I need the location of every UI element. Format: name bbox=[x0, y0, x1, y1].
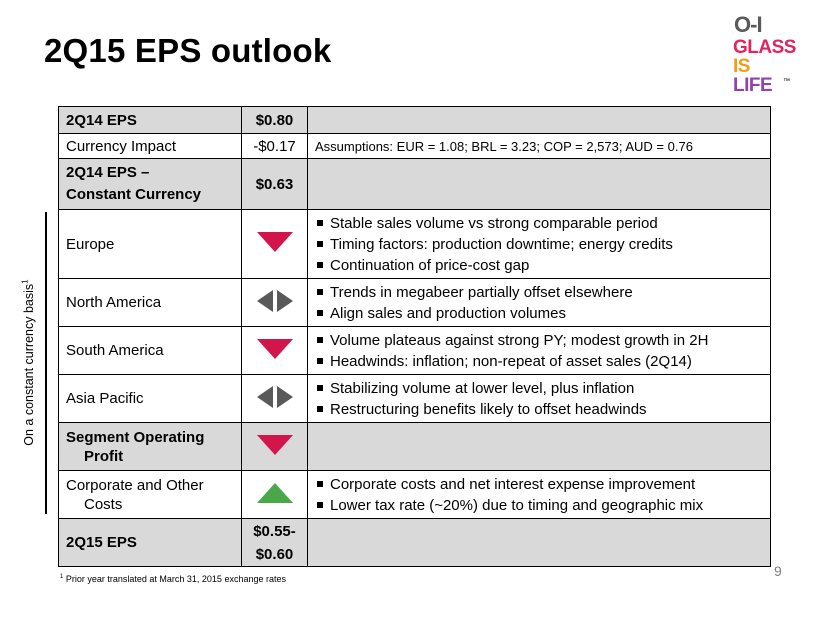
down-arrow-icon bbox=[256, 232, 293, 252]
page-number: 9 bbox=[774, 563, 782, 579]
row-detail bbox=[307, 106, 771, 134]
side-label: On a constant currency basis1 bbox=[16, 212, 40, 514]
bullet-item: Trends in megabeer partially offset else… bbox=[315, 282, 770, 303]
row-label: Europe bbox=[58, 209, 242, 279]
row-detail bbox=[307, 422, 771, 471]
row-detail: Stable sales volume vs strong comparable… bbox=[307, 209, 771, 279]
row-label-line2: Profit bbox=[84, 447, 124, 465]
row-indicator bbox=[241, 470, 308, 519]
row-label: 2Q15 EPS bbox=[58, 518, 242, 567]
eps-table: 2Q14 EPS $0.80 Currency Impact -$0.17 As… bbox=[58, 106, 771, 567]
row-label: Asia Pacific bbox=[58, 374, 242, 423]
row-label-line2: Constant Currency bbox=[66, 186, 202, 203]
table-row: Corporate and Other Costs Corporate cost… bbox=[58, 470, 771, 519]
row-indicator bbox=[241, 326, 308, 375]
row-label-line1: Segment Operating bbox=[66, 428, 205, 446]
table-row: Asia Pacific Stabilizing volume at lower… bbox=[58, 374, 771, 423]
bullet-item: Stable sales volume vs strong comparable… bbox=[315, 213, 770, 234]
side-label-sup: 1 bbox=[20, 279, 30, 285]
down-arrow-icon bbox=[256, 338, 293, 359]
table-row: Europe Stable sales volume vs strong com… bbox=[58, 209, 771, 279]
row-indicator bbox=[241, 374, 308, 423]
row-value: $0.55- $0.60 bbox=[241, 518, 308, 567]
row-label-line2: Costs bbox=[84, 495, 123, 513]
row-indicator bbox=[241, 278, 308, 327]
row-label: 2Q14 EPS bbox=[58, 106, 242, 134]
bullet-item: Volume plateaus against strong PY; modes… bbox=[315, 330, 770, 351]
right-arrow-icon bbox=[276, 289, 293, 312]
footnote-sup: 1 bbox=[60, 574, 64, 580]
row-detail: Corporate costs and net interest expense… bbox=[307, 470, 771, 519]
row-detail bbox=[307, 158, 771, 210]
side-bracket-line bbox=[45, 212, 47, 514]
company-logo: O-I GLASS IS LIFE ™ bbox=[733, 12, 796, 102]
row-value: -$0.17 bbox=[241, 133, 308, 159]
row-detail: Trends in megabeer partially offset else… bbox=[307, 278, 771, 327]
bullet-item: Stabilizing volume at lower level, plus … bbox=[315, 378, 770, 399]
footnote-text: Prior year translated at March 31, 2015 … bbox=[65, 574, 286, 584]
table-row: 2Q14 EPS $0.80 bbox=[58, 106, 771, 134]
bullet-item: Align sales and production volumes bbox=[315, 303, 770, 324]
bullet-item: Lower tax rate (~20%) due to timing and … bbox=[315, 495, 770, 516]
row-detail: Assumptions: EUR = 1.08; BRL = 3.23; COP… bbox=[307, 133, 771, 159]
left-arrow-icon bbox=[256, 289, 273, 312]
row-detail bbox=[307, 518, 771, 567]
logo-line-is: IS bbox=[733, 56, 750, 77]
row-value-line1: $0.55- bbox=[253, 522, 296, 540]
row-label: Currency Impact bbox=[58, 133, 242, 159]
logo-line-life: LIFE bbox=[733, 75, 773, 96]
bullet-item: Restructuring benefits likely to offset … bbox=[315, 399, 770, 420]
table-row: Segment Operating Profit bbox=[58, 422, 771, 471]
logo-tm: ™ bbox=[783, 78, 790, 85]
row-detail: Stabilizing volume at lower level, plus … bbox=[307, 374, 771, 423]
right-arrow-icon bbox=[276, 385, 293, 408]
table-row: 2Q14 EPS – Constant Currency $0.63 bbox=[58, 158, 771, 210]
row-label: North America bbox=[58, 278, 242, 327]
row-label: 2Q14 EPS – Constant Currency bbox=[58, 158, 242, 210]
left-arrow-icon bbox=[256, 385, 273, 408]
row-label-line1: Corporate and Other bbox=[66, 476, 204, 494]
bullet-item: Timing factors: production downtime; ene… bbox=[315, 234, 770, 255]
row-indicator bbox=[241, 422, 308, 471]
assumptions-text: Assumptions: EUR = 1.08; BRL = 3.23; COP… bbox=[315, 138, 693, 154]
row-label: Segment Operating Profit bbox=[58, 422, 242, 471]
row-label: Corporate and Other Costs bbox=[58, 470, 242, 519]
row-value-line2: $0.60 bbox=[255, 545, 294, 563]
down-arrow-icon bbox=[256, 434, 293, 455]
side-label-text: On a constant currency basis bbox=[21, 284, 36, 447]
row-detail: Volume plateaus against strong PY; modes… bbox=[307, 326, 771, 375]
footnote: 1 Prior year translated at March 31, 201… bbox=[60, 574, 286, 584]
bullet-item: Corporate costs and net interest expense… bbox=[315, 474, 770, 495]
logo-mark: O-I bbox=[734, 12, 763, 37]
row-value: $0.63 bbox=[241, 158, 308, 210]
bullet-item: Headwinds: inflation; non-repeat of asse… bbox=[315, 351, 770, 372]
table-row: Currency Impact -$0.17 Assumptions: EUR … bbox=[58, 133, 771, 159]
row-label: South America bbox=[58, 326, 242, 375]
row-value: $0.80 bbox=[241, 106, 308, 134]
table-row: 2Q15 EPS $0.55- $0.60 bbox=[58, 518, 771, 567]
logo-line-glass: GLASS bbox=[733, 37, 796, 58]
row-indicator bbox=[241, 209, 308, 279]
table-row: South America Volume plateaus against st… bbox=[58, 326, 771, 375]
up-arrow-icon bbox=[256, 482, 293, 503]
table-row: North America Trends in megabeer partial… bbox=[58, 278, 771, 327]
page-title: 2Q15 EPS outlook bbox=[44, 32, 332, 69]
bullet-item: Continuation of price-cost gap bbox=[315, 255, 770, 276]
row-label-line1: 2Q14 EPS – bbox=[66, 164, 150, 181]
